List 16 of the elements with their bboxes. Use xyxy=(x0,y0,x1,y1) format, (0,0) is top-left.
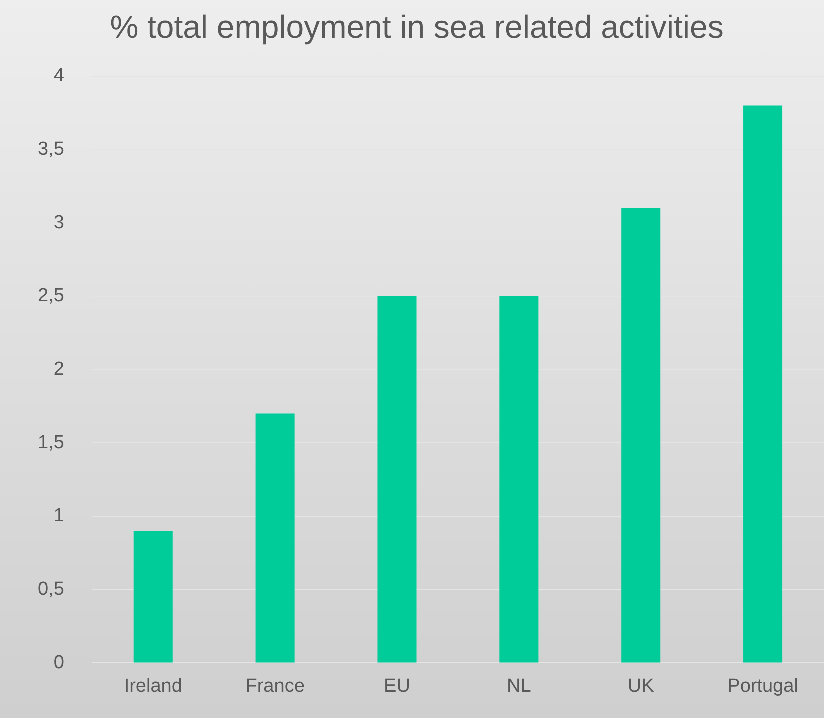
x-tick-label: Portugal xyxy=(728,676,798,697)
x-tick-label: France xyxy=(246,676,305,697)
y-tick-label: 2 xyxy=(54,359,64,380)
y-tick-label: 1,5 xyxy=(38,432,64,454)
x-tick-label: UK xyxy=(628,676,655,697)
y-tick-label: 0,5 xyxy=(38,579,64,600)
y-tick-label: 2,5 xyxy=(38,286,64,307)
chart-title: % total employment in sea related activities xyxy=(110,9,724,46)
x-tick-label: Ireland xyxy=(124,676,182,697)
y-tick-label: 1 xyxy=(54,506,64,527)
y-tick-label: 3,5 xyxy=(38,138,64,160)
x-tick-label: NL xyxy=(507,676,532,697)
y-tick-label: 3 xyxy=(54,212,64,234)
y-tick-label: 0 xyxy=(54,652,64,674)
y-tick-label: 4 xyxy=(54,66,65,87)
x-tick-label: EU xyxy=(384,676,410,697)
